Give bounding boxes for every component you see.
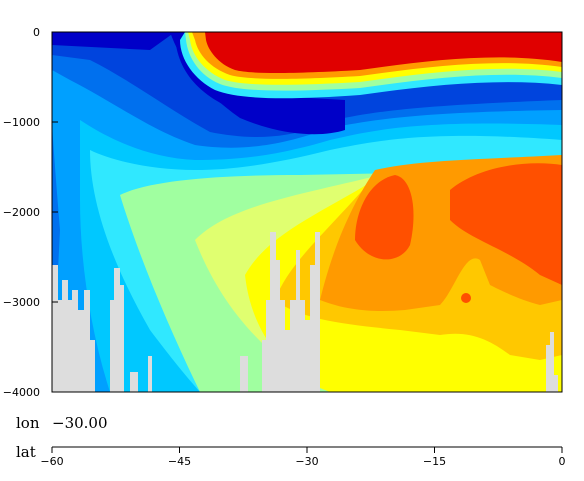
land-mask-ridge2 xyxy=(130,356,152,392)
y-tick-label-4: −4000 xyxy=(3,386,40,399)
level-red-orange-left xyxy=(355,175,414,260)
lon-label: lon xyxy=(16,414,40,432)
x-tick-label-0: −60 xyxy=(40,455,63,468)
x-tick-label-2: −30 xyxy=(295,455,318,468)
x-tick-label-3: −15 xyxy=(423,455,446,468)
level-red-orange-right xyxy=(450,163,562,285)
lat-label: lat xyxy=(16,443,36,461)
level-blue xyxy=(52,32,562,392)
land-mask-left xyxy=(52,265,95,392)
x-tick-label-1: −45 xyxy=(168,455,191,468)
level-upper-red xyxy=(205,32,562,73)
y-axis: 0 −1000 −2000 −3000 −4000 xyxy=(3,26,58,399)
land-mask-mid-ridge xyxy=(262,232,320,392)
y-tick-label-2: −2000 xyxy=(3,206,40,219)
y-tick-label-1: −1000 xyxy=(3,116,40,129)
y-tick-label-3: −3000 xyxy=(3,296,40,309)
land-mask-ridge1 xyxy=(110,268,124,392)
x-tick-label-4: 0 xyxy=(559,455,566,468)
level-orange-spot xyxy=(461,293,471,303)
land-mask-right xyxy=(546,332,558,392)
plot-area xyxy=(52,32,562,392)
level-dark-blue-core xyxy=(52,32,345,129)
y-tick-label-0: 0 xyxy=(33,26,40,39)
lon-value: −30.00 xyxy=(52,414,108,432)
x-axis: −60 −45 −30 −15 0 xyxy=(40,446,566,468)
land-mask-ridge3 xyxy=(240,356,248,392)
